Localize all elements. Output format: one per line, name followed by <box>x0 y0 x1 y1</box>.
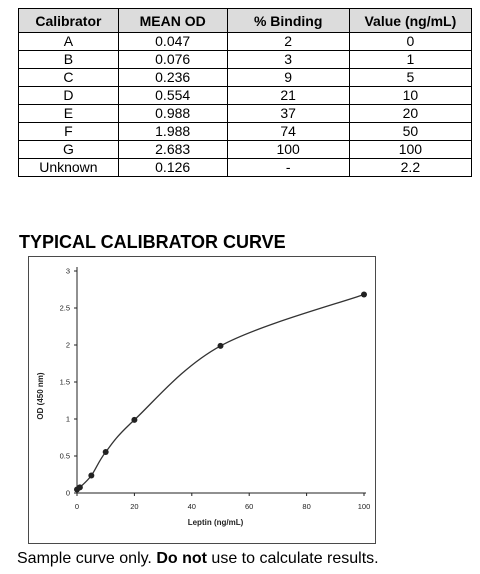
cell-value: 50 <box>348 122 473 141</box>
x-tick-label: 80 <box>302 502 310 511</box>
caption-prefix: Sample curve only. <box>17 550 157 567</box>
cell-value: 5 <box>348 68 473 87</box>
caption-bold: Do not <box>156 550 207 567</box>
data-point <box>88 472 95 479</box>
table-row: E 0.988 37 20 <box>18 104 473 123</box>
header-calibrator: Calibrator <box>18 8 119 33</box>
cell-calibrator: F <box>18 122 119 141</box>
cell-mean-od: 0.047 <box>117 32 228 51</box>
series-line <box>76 293 365 491</box>
caption: Sample curve only. Do not use to calcula… <box>17 550 379 568</box>
cell-value: 20 <box>348 104 473 123</box>
cell-binding: 9 <box>226 68 350 87</box>
y-tick-label: 1 <box>66 415 70 424</box>
chart-svg: 0 20 40 60 80 100 0 0.5 1 1.5 2 2.5 3 Leptin (ng/mL)… <box>36 267 371 528</box>
y-tick-label: 3 <box>66 267 70 276</box>
cell-value: 0 <box>348 32 473 51</box>
cell-mean-od: 0.126 <box>117 158 228 177</box>
data-point <box>102 449 109 456</box>
cell-calibrator: G <box>18 140 119 159</box>
cell-calibrator: D <box>18 86 119 105</box>
cell-calibrator: C <box>18 68 119 87</box>
cell-mean-od: 0.076 <box>117 50 228 69</box>
cell-binding: 3 <box>226 50 350 69</box>
cell-mean-od: 0.236 <box>117 68 228 87</box>
chart-axes <box>76 267 366 494</box>
cell-value: 1 <box>348 50 473 69</box>
header-mean-od: MEAN OD <box>117 8 228 33</box>
cell-calibrator: Unknown <box>18 158 119 177</box>
table-row: D 0.554 21 10 <box>18 86 473 105</box>
chart-labels: Leptin (ng/mL) OD (450 nm) <box>36 372 244 527</box>
cell-calibrator: B <box>18 50 119 69</box>
data-point <box>76 484 83 491</box>
table-header-row: Calibrator MEAN OD % Binding Value (ng/m… <box>18 8 473 33</box>
cell-binding: 21 <box>226 86 350 105</box>
x-tick-label: 100 <box>358 502 371 511</box>
data-point <box>217 342 224 349</box>
cell-binding: 100 <box>226 140 350 159</box>
x-tick-label: 60 <box>245 502 253 511</box>
chart-series <box>74 291 367 493</box>
cell-calibrator: A <box>18 32 119 51</box>
chart-ticks: 0 20 40 60 80 100 0 0.5 1 1.5 2 2.5 3 <box>60 267 371 512</box>
cell-calibrator: E <box>18 104 119 123</box>
header-value: Value (ng/mL) <box>348 8 473 33</box>
table-row: B 0.076 3 1 <box>18 50 473 69</box>
curve-title: TYPICAL CALIBRATOR CURVE <box>19 232 286 252</box>
cell-binding: - <box>226 158 350 177</box>
y-tick-label: 2 <box>66 341 70 350</box>
cell-mean-od: 1.988 <box>117 122 228 141</box>
x-tick-label: 0 <box>75 502 79 511</box>
x-tick-label: 20 <box>130 502 138 511</box>
cell-binding: 74 <box>226 122 350 141</box>
data-point <box>131 416 138 423</box>
cell-value: 100 <box>348 140 473 159</box>
table-row: F 1.988 74 50 <box>18 122 473 141</box>
header-percent-binding: % Binding <box>226 8 350 33</box>
table-row: Unknown 0.126 - 2.2 <box>18 158 473 177</box>
cell-mean-od: 0.988 <box>117 104 228 123</box>
x-axis-label: Leptin (ng/mL) <box>188 518 244 527</box>
cell-binding: 37 <box>226 104 350 123</box>
cell-mean-od: 0.554 <box>117 86 228 105</box>
table-row: A 0.047 2 0 <box>18 32 473 51</box>
y-tick-label: 1.5 <box>60 378 70 387</box>
y-axis-label: OD (450 nm) <box>36 372 45 419</box>
calibrator-table: Calibrator MEAN OD % Binding Value (ng/m… <box>18 8 473 177</box>
table-row: C 0.236 9 5 <box>18 68 473 87</box>
cell-value: 2.2 <box>348 158 473 177</box>
cell-value: 10 <box>348 86 473 105</box>
y-tick-label: 2.5 <box>60 304 70 313</box>
caption-suffix: use to calculate results. <box>206 550 379 567</box>
data-point <box>361 291 367 298</box>
x-tick-label: 40 <box>188 502 196 511</box>
cell-mean-od: 2.683 <box>117 140 228 159</box>
table-row: G 2.683 100 100 <box>18 140 473 159</box>
y-tick-label: 0.5 <box>60 452 70 461</box>
cell-binding: 2 <box>226 32 350 51</box>
y-tick-label: 0 <box>66 489 70 498</box>
calibrator-curve-chart: 0 20 40 60 80 100 0 0.5 1 1.5 2 2.5 3 Leptin (ng/mL)… <box>28 256 376 544</box>
